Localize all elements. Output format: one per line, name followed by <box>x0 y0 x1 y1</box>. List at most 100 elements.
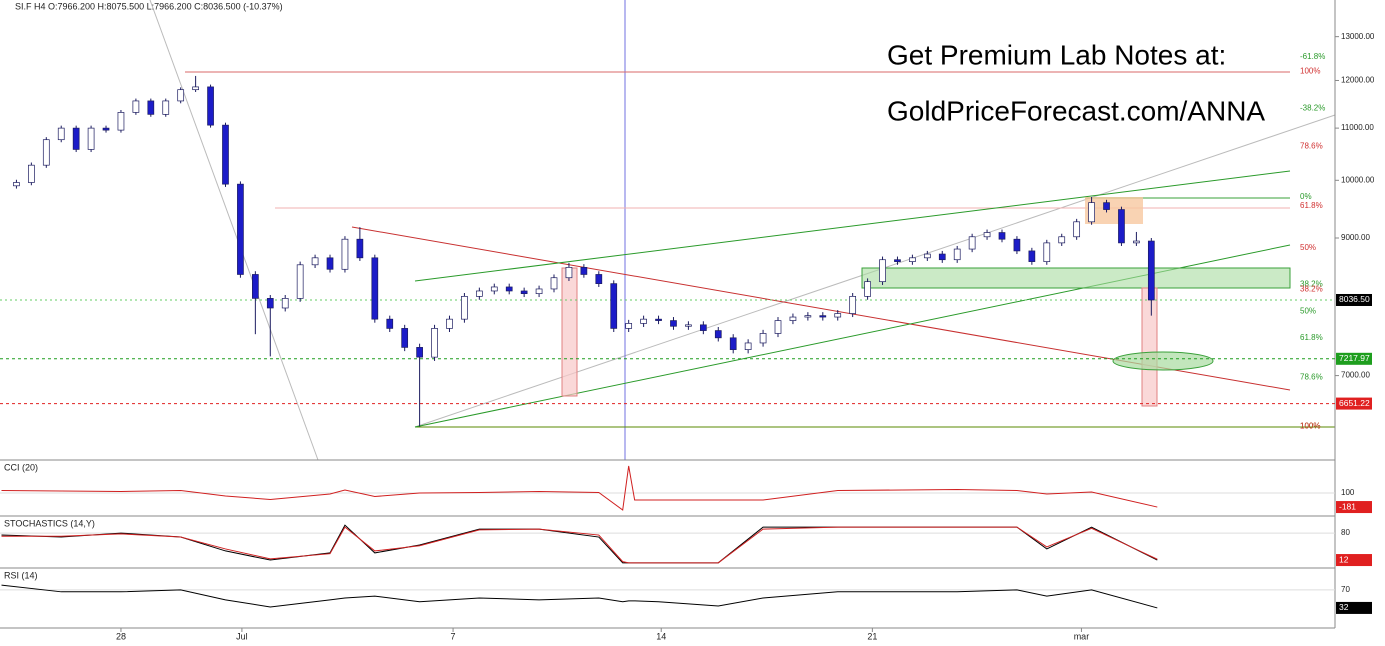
fib-label: 38.2% <box>1300 279 1323 288</box>
candle-body <box>102 127 110 131</box>
fib-label: 100% <box>1300 421 1320 430</box>
x-tick-label: 21 <box>867 631 877 641</box>
candle-body <box>461 296 468 320</box>
candle-body <box>252 274 259 299</box>
candle-body <box>326 257 334 270</box>
candle-body <box>192 86 199 91</box>
candle-body <box>834 313 842 318</box>
price-level-text: 7217.97 <box>1339 353 1370 363</box>
y-tick-label: 80 <box>1341 528 1350 537</box>
y-tick-label: 11000.00 <box>1341 123 1374 132</box>
indicator-value-text: 32 <box>1339 602 1349 612</box>
y-tick-label: 100 <box>1341 488 1355 497</box>
candle-body <box>1133 240 1140 244</box>
candle-body <box>386 318 394 329</box>
range-box <box>561 267 578 397</box>
indicator-value-text: -181 <box>1339 501 1356 511</box>
x-tick-label: Jul <box>236 631 248 641</box>
candle-body <box>729 337 737 350</box>
x-tick-label: 14 <box>656 631 666 641</box>
indicator-line <box>1 524 1158 564</box>
candle-body <box>938 253 946 261</box>
candle-body <box>117 112 125 131</box>
y-tick-label: 7000.00 <box>1341 371 1370 380</box>
candle-body <box>550 277 558 290</box>
indicator-value-text: 12 <box>1339 554 1349 564</box>
last-price-box <box>1336 293 1372 306</box>
candle-body <box>311 257 319 266</box>
price-level-box <box>1336 397 1372 410</box>
candle-body <box>699 324 707 331</box>
candle-body <box>87 127 95 150</box>
candle-body <box>401 328 409 348</box>
x-tick-label: 7 <box>451 631 456 641</box>
candle-body <box>744 342 752 350</box>
candle-body <box>1028 250 1036 262</box>
candle-body <box>864 281 871 297</box>
y-tick-label: 10000.00 <box>1341 175 1375 184</box>
fib-label: 50% <box>1300 243 1316 252</box>
candle-body <box>371 257 379 320</box>
x-tick-label: 28 <box>116 631 126 641</box>
candle-body <box>804 315 812 318</box>
chart-header: SI.F H4 O:7966.200 H:8075.500 L:7966.200… <box>15 1 283 11</box>
support-zone <box>861 267 1291 289</box>
candle-body <box>894 259 901 262</box>
candle-body <box>670 320 677 327</box>
trend-line <box>149 0 319 461</box>
candle-body <box>580 267 588 275</box>
y-tick-label: 70 <box>1341 585 1350 594</box>
candle-body <box>640 318 647 324</box>
candle-body <box>446 318 453 329</box>
candle-body <box>849 296 857 314</box>
candle-body <box>1073 221 1081 238</box>
candle-body <box>416 347 423 358</box>
indicator-value-box <box>1336 601 1372 614</box>
candle-body <box>341 238 349 270</box>
candle-body <box>42 139 50 166</box>
y-tick-label: 9000.00 <box>1341 233 1370 242</box>
indicator-line <box>1 465 1158 511</box>
fib-label: 0% <box>1300 192 1312 201</box>
panel-title: RSI (14) <box>4 570 38 580</box>
fib-label: 78.6% <box>1300 141 1323 150</box>
candle-body <box>759 333 767 344</box>
candle-body <box>625 323 633 329</box>
candle-body <box>356 238 364 259</box>
candle-body <box>13 182 20 187</box>
candle-body <box>505 286 513 292</box>
candle-body <box>879 259 886 283</box>
fib-label: -38.2% <box>1300 104 1325 113</box>
candle-body <box>998 232 1006 240</box>
panel-title: STOCHASTICS (14,Y) <box>4 518 95 528</box>
target-ellipse <box>1112 351 1214 371</box>
candle-body <box>1147 240 1155 301</box>
last-price-text: 8036.50 <box>1339 294 1370 304</box>
candle-body <box>968 236 976 250</box>
fib-label: 38.2% <box>1300 285 1323 294</box>
candle-body <box>923 253 931 259</box>
indicator-value-box <box>1336 554 1372 567</box>
candle-body <box>475 290 483 297</box>
candle-body <box>1103 202 1110 210</box>
candle-body <box>207 86 214 126</box>
y-tick-label: 12000.00 <box>1341 76 1375 85</box>
indicator-value-box <box>1336 501 1372 514</box>
candle-body <box>57 127 65 141</box>
promo-text: Get Premium Lab Notes at: <box>887 39 1226 70</box>
candle-body <box>72 127 80 150</box>
indicator-line <box>1 584 1158 609</box>
candle-body <box>714 330 722 339</box>
candle-body <box>953 248 961 261</box>
candle-body <box>909 257 916 262</box>
fib-label: 100% <box>1300 421 1320 430</box>
fib-label: -61.8% <box>1300 52 1325 61</box>
fib-label: 61.8% <box>1300 201 1323 210</box>
candle-body <box>1118 209 1125 244</box>
candle-body <box>774 320 782 334</box>
fib-label: 50% <box>1300 307 1316 316</box>
candle-body <box>266 298 274 309</box>
candle-body <box>1013 238 1021 252</box>
range-box <box>1141 287 1158 407</box>
